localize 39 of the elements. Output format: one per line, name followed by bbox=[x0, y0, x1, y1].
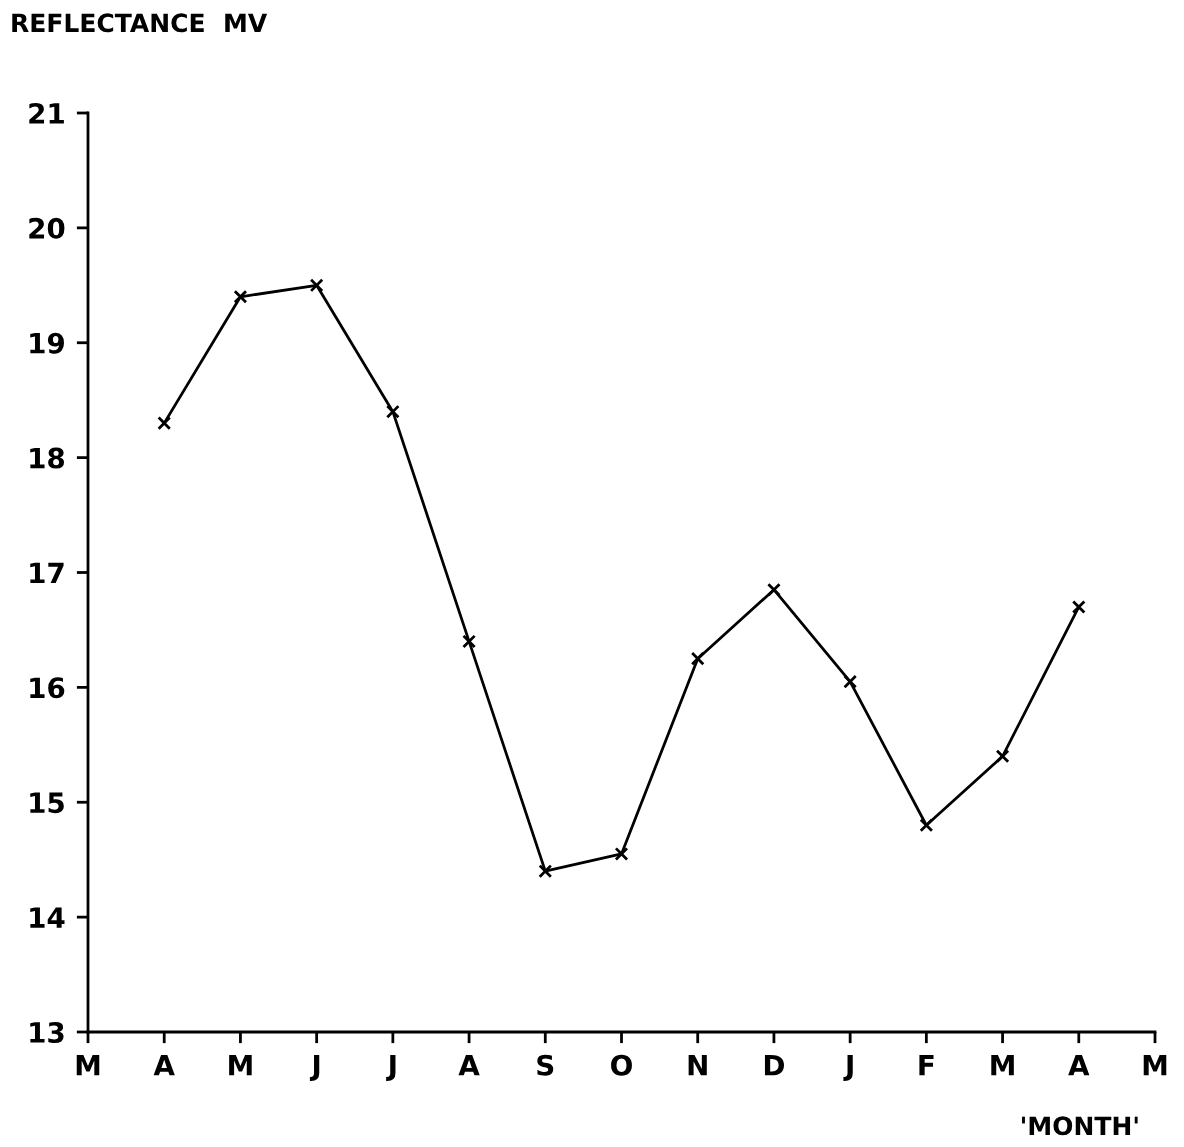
point bbox=[1071, 600, 1086, 614]
x-tick-label: M bbox=[991, 1055, 1014, 1076]
x-axis-title: 'MONTH' bbox=[1022, 1116, 1138, 1136]
point bbox=[309, 278, 324, 293]
point bbox=[766, 582, 781, 597]
point bbox=[995, 749, 1010, 764]
point bbox=[919, 818, 934, 833]
x-tick-label: A bbox=[1068, 1055, 1090, 1076]
x-tick-label: J bbox=[386, 1055, 396, 1081]
x-tick-label: J bbox=[843, 1055, 853, 1081]
point bbox=[538, 864, 553, 879]
y-tick-label: 17 bbox=[30, 562, 64, 584]
y-axis-title: REFLECTANCE MV bbox=[12, 13, 268, 33]
y-tick-label: 20 bbox=[29, 217, 65, 239]
y-tick-label: 19 bbox=[30, 332, 64, 354]
point bbox=[233, 289, 248, 304]
y-tick-label: 21 bbox=[29, 102, 64, 124]
y-tick-label: 16 bbox=[30, 677, 65, 699]
x-tick-label: M bbox=[229, 1055, 252, 1076]
point bbox=[157, 416, 172, 431]
point bbox=[462, 634, 477, 649]
y-tick-label: 15 bbox=[30, 792, 64, 814]
point bbox=[614, 847, 629, 861]
x-tick-label: A bbox=[458, 1055, 480, 1076]
y-tick-label: 14 bbox=[30, 907, 65, 928]
point bbox=[385, 404, 400, 419]
x-tick-label: J bbox=[309, 1055, 320, 1081]
point bbox=[843, 674, 858, 689]
point bbox=[690, 651, 705, 666]
x-tick-label: M bbox=[76, 1055, 100, 1076]
x-tick-label: A bbox=[153, 1055, 175, 1076]
x-tick-label: O bbox=[611, 1054, 632, 1076]
x-tick-label: N bbox=[688, 1055, 707, 1076]
y-tick-label: 18 bbox=[30, 447, 65, 469]
x-tick-label: S bbox=[537, 1054, 554, 1076]
y-tick-label: 13 bbox=[30, 1021, 64, 1043]
x-tick-label: D bbox=[764, 1055, 784, 1076]
x-tick-label: F bbox=[919, 1055, 934, 1076]
x-tick-label: M bbox=[1143, 1055, 1167, 1076]
